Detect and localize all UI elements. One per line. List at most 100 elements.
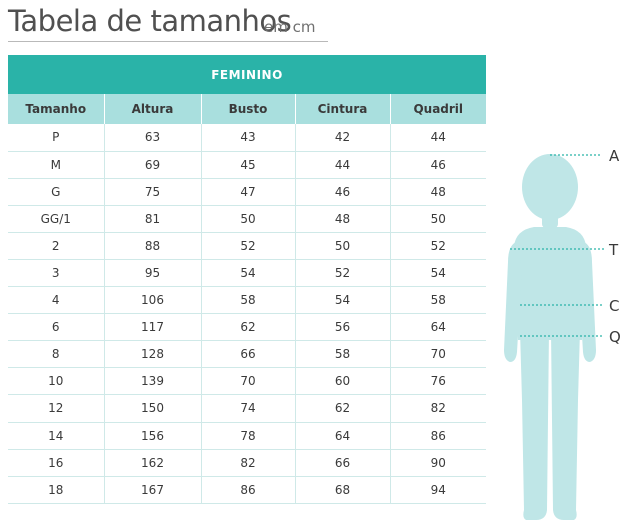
child-body-diagram: A T C Q [500,147,640,530]
unit-label: em cm [264,18,316,36]
table-cell: 70 [201,367,296,396]
table-row: 12 150 74 62 82 [8,394,486,423]
table-cell: 58 [295,340,391,369]
table-cell: 63 [104,124,202,152]
table-cell: 52 [201,232,296,260]
label-c: C [609,297,620,315]
table-cell: 64 [390,313,486,342]
table-cell: 106 [104,286,202,315]
table-cell: 60 [295,367,391,396]
table-row: 16 162 82 66 90 [8,449,486,477]
table-cell: 82 [390,394,486,423]
table-row: P 63 43 42 44 [8,124,486,152]
column-header-busto: Busto [201,94,296,124]
table-cell: 75 [104,178,202,206]
table-cell: 66 [201,340,296,369]
table-cell: GG/1 [8,205,105,233]
table-cell: 68 [295,476,391,504]
table-row: G 75 47 46 48 [8,178,486,206]
label-t: T [609,241,619,259]
table-cell: 45 [201,151,296,179]
table-cell: 46 [390,151,486,179]
table-row: 10 139 70 60 76 [8,367,486,396]
table-cell: 6 [8,313,105,342]
column-header-altura: Altura [104,94,202,124]
table-cell: 167 [104,476,202,504]
table-cell: 86 [390,422,486,450]
table-cell: 70 [390,340,486,369]
table-cell: M [8,151,105,179]
table-cell: 48 [295,205,391,233]
table-row: M 69 45 44 46 [8,151,486,179]
table-cell: G [8,178,105,206]
table-cell: P [8,124,105,152]
table-cell: 52 [295,259,391,288]
table-cell: 82 [201,449,296,477]
table-cell: 43 [201,124,296,152]
table-cell: 78 [201,422,296,450]
table-row: 6 117 62 56 64 [8,313,486,342]
table-cell: 90 [390,449,486,477]
table-cell: 128 [104,340,202,369]
table-cell: 2 [8,232,105,260]
table-cell: 76 [390,367,486,396]
table-cell: 12 [8,394,105,423]
table-cell: 8 [8,340,105,369]
table-cell: 95 [104,259,202,288]
table-cell: 74 [201,394,296,423]
table-cell: 10 [8,367,105,396]
table-cell: 48 [390,178,486,206]
table-cell: 50 [201,205,296,233]
table-row: 18 167 86 68 94 [8,476,486,504]
table-cell: 66 [295,449,391,477]
table-cell: 16 [8,449,105,477]
table-cell: 56 [295,313,391,342]
child-silhouette-icon [504,154,604,520]
column-header-cintura: Cintura [295,94,391,124]
label-a: A [609,147,620,165]
table-cell: 62 [201,313,296,342]
table-cell: 18 [8,476,105,504]
page-title: Tabela de tamanhos [8,4,292,38]
table-cell: 86 [201,476,296,504]
table-cell: 44 [295,151,391,179]
table-cell: 14 [8,422,105,450]
table-row: 8 128 66 58 70 [8,340,486,369]
section-header: FEMININO [8,55,486,94]
table-cell: 44 [390,124,486,152]
table-cell: 62 [295,394,391,423]
table-cell: 54 [390,259,486,288]
table-cell: 156 [104,422,202,450]
table-cell: 52 [390,232,486,260]
table-cell: 81 [104,205,202,233]
table-cell: 47 [201,178,296,206]
table-cell: 58 [201,286,296,315]
table-cell: 54 [295,286,391,315]
table-cell: 94 [390,476,486,504]
table-cell: 117 [104,313,202,342]
table-cell: 150 [104,394,202,423]
table-row: 4 106 58 54 58 [8,286,486,315]
column-header-tamanho: Tamanho [8,94,105,124]
table-cell: 50 [295,232,391,260]
table-cell: 50 [390,205,486,233]
table-cell: 58 [390,286,486,315]
page-title-area: Tabela de tamanhos em cm [8,2,328,42]
table-cell: 162 [104,449,202,477]
table-row: 14 156 78 64 86 [8,422,486,450]
table-cell: 4 [8,286,105,315]
table-cell: 54 [201,259,296,288]
table-cell: 139 [104,367,202,396]
table-cell: 88 [104,232,202,260]
table-cell: 42 [295,124,391,152]
table-cell: 46 [295,178,391,206]
table-cell: 64 [295,422,391,450]
table-row: 2 88 52 50 52 [8,232,486,260]
table-cell: 3 [8,259,105,288]
table-row: GG/1 81 50 48 50 [8,205,486,233]
table-cell: 69 [104,151,202,179]
size-table: FEMININO Tamanho Altura Busto Cintura Qu… [8,55,486,504]
column-header-quadril: Quadril [390,94,486,124]
table-row: 3 95 54 52 54 [8,259,486,288]
label-q: Q [609,328,621,346]
